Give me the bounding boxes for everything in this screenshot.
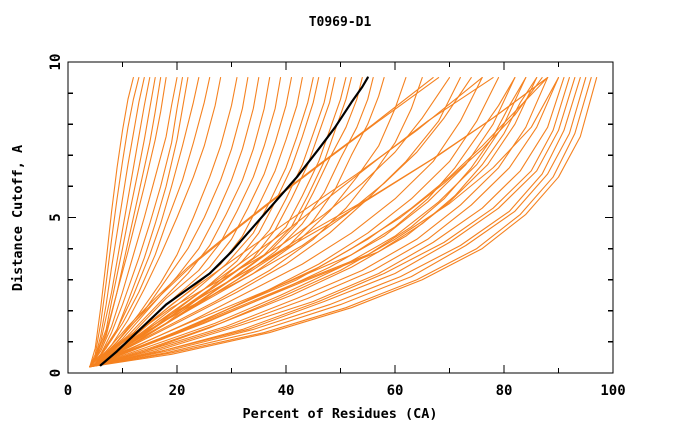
prediction-curve xyxy=(89,77,134,368)
prediction-curve xyxy=(89,77,145,368)
x-tick-label: 40 xyxy=(278,383,295,399)
prediction-curve xyxy=(89,77,151,368)
prediction-curve xyxy=(89,77,587,368)
prediction-curve xyxy=(89,77,565,368)
prediction-curve xyxy=(100,77,363,365)
prediction-curve xyxy=(89,77,494,368)
x-axis-title: Percent of Residues (CA) xyxy=(242,406,437,422)
prediction-curve xyxy=(89,77,178,368)
x-tick-label: 60 xyxy=(387,383,404,399)
prediction-curve xyxy=(94,77,440,365)
prediction-curve xyxy=(89,77,167,368)
prediction-curve xyxy=(89,77,189,368)
prediction-curve xyxy=(94,77,211,365)
reference-curve-path xyxy=(99,76,369,367)
prediction-curve xyxy=(100,77,320,365)
prediction-curve xyxy=(89,77,592,368)
prediction-curve xyxy=(94,77,271,365)
prediction-curve xyxy=(89,77,200,368)
x-tick-label: 20 xyxy=(169,383,186,399)
prediction-curve xyxy=(94,77,407,365)
y-axis-title: Distance Cutoff, A xyxy=(10,145,26,291)
prediction-curve xyxy=(100,77,336,365)
prediction-curve xyxy=(89,77,434,368)
x-tick-label: 100 xyxy=(600,383,625,399)
prediction-curve xyxy=(94,77,543,365)
reference-curve xyxy=(99,76,369,367)
prediction-curve xyxy=(94,77,472,365)
prediction-curve xyxy=(89,77,581,368)
y-tick-label: 10 xyxy=(48,54,64,71)
chart-title: T0969-D1 xyxy=(309,15,372,30)
axis-tick-labels: 0 20 40 60 80 100 0 5 10 xyxy=(48,54,626,399)
prediction-curve xyxy=(89,77,560,368)
x-tick-label: 0 xyxy=(64,383,72,399)
prediction-curve xyxy=(94,77,516,365)
y-tick-label: 5 xyxy=(48,213,64,221)
prediction-curve xyxy=(89,77,183,368)
prediction-curve xyxy=(94,77,282,365)
prediction-curve xyxy=(89,77,527,368)
prediction-curve xyxy=(89,77,598,368)
prediction-curve xyxy=(94,77,238,365)
prediction-curve xyxy=(89,77,576,368)
prediction-curve xyxy=(89,77,156,368)
prediction-curve xyxy=(94,77,222,365)
axis-ticks xyxy=(67,61,614,374)
prediction-curve xyxy=(94,77,461,366)
prediction-curve xyxy=(89,77,140,368)
prediction-curves xyxy=(89,77,598,368)
y-tick-label: 0 xyxy=(48,369,64,377)
prediction-curve xyxy=(94,77,260,365)
prediction-curve xyxy=(89,77,570,368)
prediction-curve xyxy=(94,77,527,365)
x-tick-label: 80 xyxy=(496,383,513,399)
